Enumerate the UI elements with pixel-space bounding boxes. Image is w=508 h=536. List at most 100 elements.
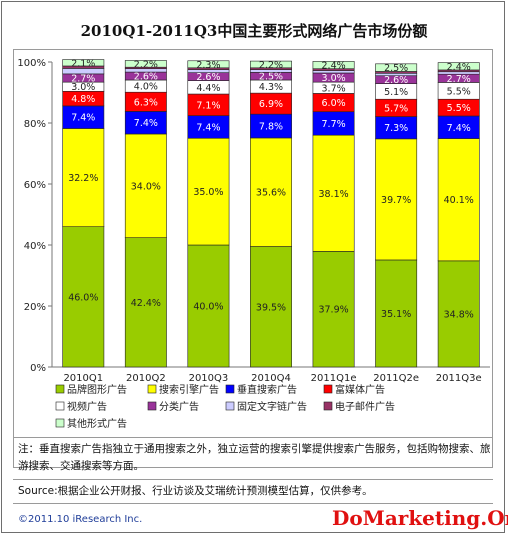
data-label: 3.0%: [322, 73, 346, 84]
y-tick-label: 80%: [24, 119, 46, 130]
legend-label: 其他形式广告: [67, 417, 127, 430]
x-tick-label: 2011Q1e: [311, 373, 357, 384]
legend-label: 垂直搜索广告: [237, 383, 297, 396]
data-label: 38.1%: [318, 189, 348, 200]
data-label: 6.9%: [259, 99, 283, 110]
data-label: 7.4%: [71, 113, 95, 124]
data-label: 2.2%: [259, 60, 283, 71]
data-label: 40.0%: [193, 302, 223, 313]
bar-segment: [187, 60, 230, 69]
data-label: 2.2%: [134, 59, 158, 70]
bar-segment: [62, 226, 105, 368]
data-label: 2.5%: [384, 63, 408, 74]
legend-swatch: [323, 384, 333, 394]
legend-swatch: [147, 401, 157, 411]
data-label: 2.7%: [447, 74, 471, 85]
x-tick-label: 2010Q2: [126, 373, 166, 384]
y-tick-label: 100%: [17, 58, 46, 69]
legend-swatch: [55, 384, 65, 394]
chart-title: 2010Q1-2011Q3中国主要形式网络广告市场份额: [80, 22, 428, 40]
bar-segment: [437, 138, 480, 262]
data-label: 5.7%: [384, 103, 408, 114]
y-tick-label: 0%: [30, 363, 46, 374]
data-label: 7.4%: [196, 122, 220, 133]
bar-segment: [187, 137, 230, 246]
data-label: 35.0%: [193, 187, 223, 198]
data-label: 2.5%: [259, 72, 283, 83]
watermark-text: DoMarketing.Org: [332, 506, 508, 530]
data-label: 3.7%: [322, 83, 346, 94]
x-tick-label: 2011Q3e: [436, 373, 482, 384]
divider-line: [13, 479, 493, 480]
legend-swatch: [55, 401, 65, 411]
x-tick-label: 2010Q3: [189, 373, 229, 384]
bar-segment: [62, 59, 105, 67]
bar-segment: [437, 260, 480, 368]
legend-swatch: [55, 418, 65, 428]
data-label: 5.1%: [384, 87, 408, 98]
bar-segment: [250, 60, 292, 69]
bar-segment: [375, 138, 418, 261]
copyright-text: ©2011.10 iResearch Inc.: [18, 514, 143, 525]
data-label: 7.4%: [447, 123, 471, 134]
data-label: 39.7%: [381, 195, 411, 206]
data-label: 32.2%: [68, 173, 98, 184]
legend-label: 固定文字链广告: [237, 400, 307, 413]
x-tick-label: 2010Q1: [63, 373, 103, 384]
data-label: 5.5%: [447, 86, 471, 97]
plot-box: [13, 49, 493, 468]
footnote: 注：垂直搜索广告指独立于通用搜索之外，独立运营的搜索引擎提供搜索广告服务，包括购…: [18, 443, 491, 472]
data-label: 7.3%: [384, 123, 408, 134]
data-label: 6.0%: [322, 98, 346, 109]
data-label: 35.1%: [381, 309, 411, 320]
legend-label: 分类广告: [159, 400, 199, 413]
data-label: 40.1%: [444, 195, 474, 206]
bar-segment: [187, 244, 230, 368]
data-label: 7.4%: [134, 118, 158, 129]
data-label: 7.1%: [196, 100, 220, 111]
data-label: 4.4%: [196, 83, 220, 94]
data-label: 7.8%: [259, 122, 283, 133]
x-tick-label: 2010Q4: [251, 373, 291, 384]
data-label: 5.5%: [447, 103, 471, 114]
bar-segment: [312, 134, 355, 252]
y-tick-label: 60%: [24, 180, 46, 191]
y-tick-label: 40%: [24, 241, 46, 252]
data-label: 2.4%: [322, 61, 346, 72]
legend-label: 电子邮件广告: [335, 400, 395, 413]
data-label: 2.7%: [71, 74, 95, 85]
legend-swatch: [225, 384, 235, 394]
data-label: 2.4%: [447, 62, 471, 73]
divider-line: [13, 503, 493, 504]
legend-label: 视频广告: [67, 400, 107, 413]
data-label: 4.0%: [134, 82, 158, 93]
data-label: 4.8%: [71, 94, 95, 105]
data-label: 6.3%: [134, 97, 158, 108]
data-label: 3.0%: [71, 82, 95, 93]
bar-segment: [375, 63, 418, 72]
legend-label: 富媒体广告: [335, 383, 385, 396]
data-label: 2.1%: [71, 58, 95, 69]
data-label: 2.3%: [196, 60, 220, 71]
bar-segment: [437, 62, 480, 71]
divider-line: [13, 437, 493, 438]
bar-segment: [124, 133, 167, 238]
legend-swatch: [147, 384, 157, 394]
data-label: 34.8%: [444, 309, 474, 320]
data-label: 42.4%: [131, 298, 161, 309]
bar-segment: [312, 61, 355, 70]
legend-swatch: [225, 401, 235, 411]
data-label: 35.6%: [256, 188, 286, 199]
y-tick-label: 20%: [24, 302, 46, 313]
data-label: 2.6%: [134, 72, 158, 83]
bar-segment: [250, 137, 292, 247]
legend-label: 搜索引擎广告: [159, 383, 219, 396]
data-label: 4.3%: [259, 82, 283, 93]
bar-segment: [250, 246, 292, 368]
x-tick-label: 2011Q2e: [373, 373, 419, 384]
data-label: 34.0%: [131, 181, 161, 192]
data-label: 2.6%: [384, 75, 408, 86]
legend-label: 品牌图形广告: [67, 383, 127, 396]
data-label: 2.6%: [196, 72, 220, 83]
